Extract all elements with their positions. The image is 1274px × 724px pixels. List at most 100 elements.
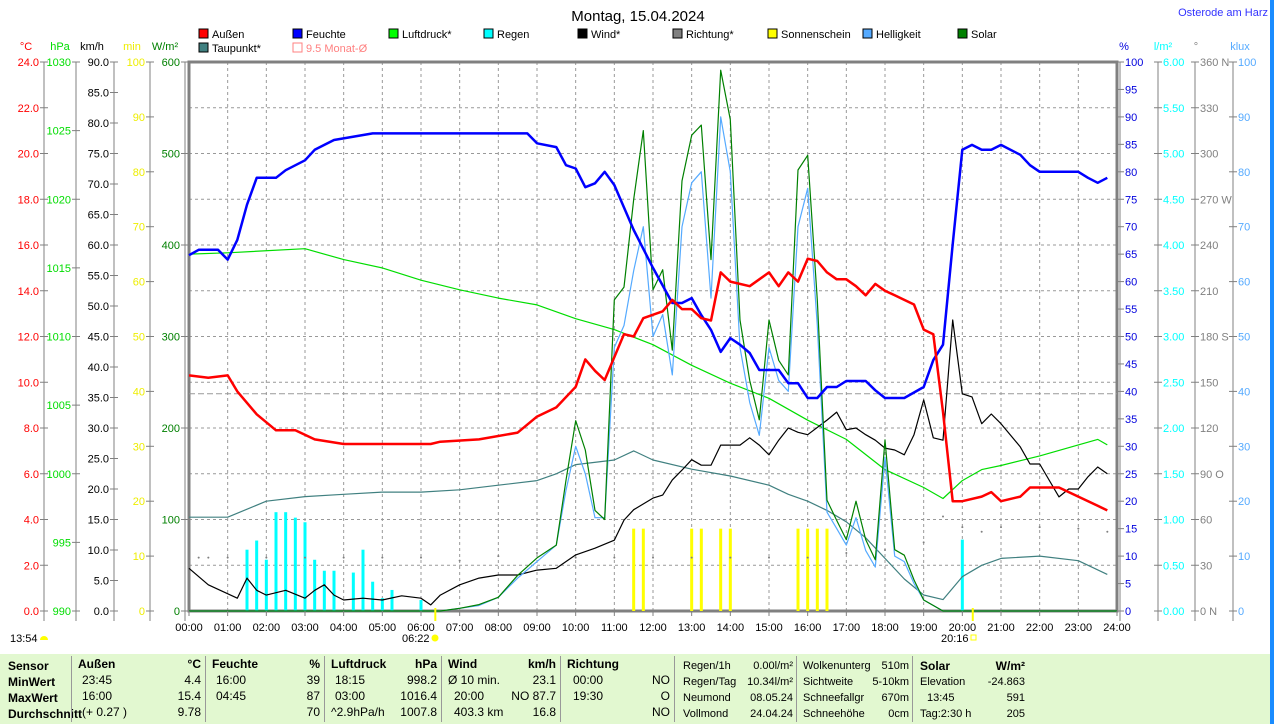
aussen-unit: °C [187, 657, 201, 671]
bar-regen [960, 539, 964, 611]
vollmond-label: Vollmond [683, 708, 729, 720]
richtung-column: Richtung 00:00 NO 19:30 O NO [560, 656, 674, 722]
wind-unit: km/h [527, 657, 556, 671]
bar-sonnenschein [690, 528, 694, 611]
axes: °C 0.0 2.0 4.0 6.0 8.0 10.0 12.0 14.0 16.0 18.0 20.… [18, 41, 1256, 621]
axis-label-rain: 5.50 [1163, 103, 1184, 115]
x-tick-label: 01:00 [214, 622, 242, 634]
legend-label-7: Helligkeit [876, 29, 921, 41]
bar-regen [274, 512, 278, 611]
axis-label-hum: 60 [1125, 277, 1137, 289]
x-tick-label: 18:00 [871, 622, 899, 634]
wind-max-time: 20:00 [454, 689, 485, 703]
x-tick-label: 19:00 [910, 622, 938, 634]
axis-label-press: 1010 [47, 332, 71, 344]
axis-label-hum: 100 [1125, 57, 1143, 69]
dot-richtung [342, 556, 345, 559]
axis-label-press: 1030 [47, 57, 71, 69]
axis-label-wind: 15.0 [88, 515, 109, 527]
x-tick-label: 14:00 [717, 622, 745, 634]
axis-label-dir: 360 N [1200, 57, 1229, 69]
regen-tag-value: 10.34l/m² [747, 676, 793, 688]
axis-unit-solar: W/m² [152, 41, 179, 53]
axis-label-klux: 10 [1238, 551, 1250, 563]
schneefallgr-value: 670m [881, 692, 909, 704]
axis-label-dir: 210 [1200, 286, 1218, 298]
axis-label-solar: 500 [162, 149, 180, 161]
axis-label-klux: 60 [1238, 277, 1250, 289]
axis-unit-sun: min [123, 41, 141, 53]
axis-label-wind: 60.0 [88, 240, 109, 252]
axis-label-hum: 5 [1125, 579, 1131, 591]
axis-label-hum: 90 [1125, 112, 1137, 124]
sichtweite-label: Sichtweite [803, 676, 854, 688]
wind-avg-value: 16.8 [532, 705, 556, 719]
axis-label-sun: 70 [133, 222, 145, 234]
schneehoehe-value: 0cm [888, 708, 909, 720]
richtung-max-value: O [660, 689, 670, 703]
axis-label-sun: 30 [133, 441, 145, 453]
axis-label-sun: 40 [133, 386, 145, 398]
bar-sonnenschein [825, 528, 829, 611]
wind-min-label: Ø 10 min. [448, 673, 501, 687]
moon-time: 13:54 [10, 633, 38, 645]
x-tick-label: 04:00 [330, 622, 358, 634]
x-tick-label: 00:00 [175, 622, 203, 634]
axis-label-dir: 60 [1200, 515, 1212, 527]
line-außen [188, 257, 1108, 512]
sunset-time: 20:16 [941, 633, 969, 645]
bar-regen [390, 589, 394, 611]
location-label: Osterode am Harz [1178, 7, 1268, 19]
vollmond-value: 24.04.24 [750, 708, 793, 720]
bar-regen [303, 522, 307, 611]
bar-sonnenschein [641, 528, 645, 611]
wind-column: Wind km/h Ø 10 min. 23.1 20:00 NO 87.7 4… [441, 656, 560, 722]
legend-swatch-0 [198, 28, 209, 39]
bar-regen [361, 549, 365, 611]
line-solar [189, 69, 1117, 612]
axis-label-wind: 30.0 [88, 423, 109, 435]
window-edge [1270, 0, 1274, 654]
regen-1h-label: Regen/1h [683, 660, 731, 672]
dot-richtung [884, 549, 886, 551]
x-tick-label: 24:00 [1103, 622, 1131, 634]
axis-unit-rain: l/m² [1154, 41, 1173, 53]
axis-label-hum: 55 [1125, 304, 1137, 316]
richtung-max-time: 19:30 [573, 689, 604, 703]
solar-duration: Tag:2:30 h [920, 708, 972, 720]
richtung-header: Richtung [567, 657, 619, 671]
axis-label-klux: 50 [1238, 332, 1250, 344]
axis-unit-dir: ° [1194, 41, 1198, 53]
axis-label-klux: 30 [1238, 441, 1250, 453]
axis-label-press: 1015 [47, 263, 71, 275]
luftdruck-min-value: 998.2 [406, 673, 437, 687]
dot-richtung [942, 515, 944, 518]
axis-label-dir: 120 [1200, 423, 1218, 435]
dot-richtung [922, 541, 925, 544]
feuchte-max-value: 87 [306, 689, 320, 703]
sunrise-time: 06:22 [402, 633, 430, 645]
axis-label-rain: 3.00 [1163, 332, 1184, 344]
axis-label-hum: 65 [1125, 249, 1137, 261]
dot-richtung [1106, 530, 1109, 533]
axis-label-rain: 2.50 [1163, 377, 1184, 389]
axis-label-rain: 0.50 [1163, 560, 1184, 572]
axis-label-rain: 1.50 [1163, 469, 1184, 481]
dot-richtung [381, 556, 384, 559]
dot-richtung [420, 556, 422, 559]
axis-label-wind: 10.0 [88, 545, 109, 557]
sunset-icon [970, 634, 977, 641]
dot-richtung [497, 555, 500, 558]
dot-richtung [806, 556, 809, 559]
series-marks [188, 69, 1117, 612]
x-tick-label: 02:00 [253, 622, 281, 634]
feuchte-column: Feuchte % 16:00 39 04:45 87 70 [205, 656, 324, 722]
feuchte-min-time: 16:00 [216, 673, 247, 687]
axis-label-wind: 80.0 [88, 118, 109, 130]
regen-1h-value: 0.00l/m² [753, 660, 793, 672]
elevation-label: Elevation [920, 676, 966, 688]
wind-distance: 403.3 km [454, 705, 504, 719]
richtung-min-value: NO [652, 673, 670, 687]
axis-label-solar: 600 [162, 57, 180, 69]
axis-label-sun: 0 [139, 606, 145, 618]
